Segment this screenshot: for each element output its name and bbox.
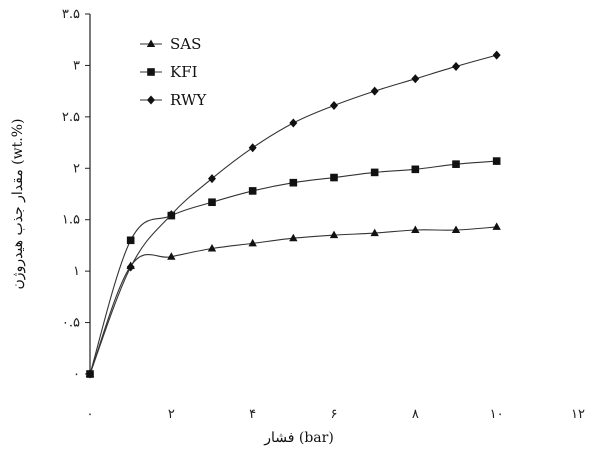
legend-label: KFI bbox=[170, 63, 198, 81]
data-point-triangle bbox=[289, 233, 298, 242]
data-point-diamond bbox=[411, 74, 420, 84]
x-axis-title: فشار (bar) bbox=[263, 430, 334, 446]
data-point-square bbox=[370, 168, 379, 177]
x-tick-label: ۸ bbox=[412, 407, 419, 422]
data-point-diamond bbox=[370, 86, 379, 96]
data-point-triangle bbox=[146, 39, 156, 47]
y-axis-title: مقدار جذب هیدروژن (wt.%) bbox=[10, 119, 26, 290]
y-tick-label: ۲ bbox=[73, 161, 80, 176]
data-point-triangle bbox=[329, 230, 339, 239]
data-point-triangle bbox=[451, 225, 461, 233]
y-axis-ticks: ۰ ۰.۵ ۱ ۱.۵ ۲ ۲.۵ ۳ ۳.۵ bbox=[62, 7, 90, 382]
y-tick-label: ۲.۵ bbox=[62, 110, 80, 125]
data-point-triangle bbox=[167, 252, 176, 260]
data-point-triangle bbox=[207, 244, 217, 252]
series-line bbox=[89, 226, 497, 375]
y-tick-label: ۱ bbox=[73, 264, 80, 279]
data-point-diamond bbox=[208, 174, 216, 184]
data-point-square bbox=[411, 165, 420, 174]
x-tick-label: ۲ bbox=[168, 407, 175, 422]
x-tick-label: ۴ bbox=[249, 407, 256, 422]
x-tick-label: ۰ bbox=[87, 407, 94, 422]
y-tick-label: ۳.۵ bbox=[62, 7, 80, 22]
data-point-diamond bbox=[330, 101, 338, 111]
data-point-diamond bbox=[289, 118, 298, 128]
data-point-diamond bbox=[126, 262, 135, 272]
data-point-triangle bbox=[492, 222, 501, 230]
data-point-triangle bbox=[411, 225, 420, 233]
x-tick-label: ۱۰ bbox=[490, 407, 504, 422]
data-point-square bbox=[452, 160, 460, 168]
legend-item-rwy: RWY bbox=[140, 91, 207, 109]
series-line bbox=[89, 160, 497, 375]
legend-label: SAS bbox=[170, 35, 201, 53]
data-point-square bbox=[289, 178, 298, 187]
series-line bbox=[89, 54, 497, 375]
data-point-diamond bbox=[147, 95, 155, 105]
data-point-diamond bbox=[167, 210, 176, 220]
legend-item-kfi: KFI bbox=[140, 63, 198, 81]
y-tick-label: ۳ bbox=[73, 58, 80, 73]
series-rwy bbox=[86, 50, 501, 379]
data-point-triangle bbox=[370, 228, 379, 237]
data-point-diamond bbox=[248, 143, 257, 153]
data-point-square bbox=[248, 187, 257, 195]
data-point-triangle bbox=[248, 238, 257, 247]
data-point-square bbox=[208, 198, 216, 207]
data-point-square bbox=[126, 236, 135, 245]
y-tick-label: ۰.۵ bbox=[62, 316, 80, 331]
data-point-diamond bbox=[492, 50, 501, 60]
data-point-square bbox=[330, 173, 338, 182]
data-point-diamond bbox=[86, 369, 94, 379]
series-layer bbox=[85, 50, 501, 379]
series-kfi bbox=[86, 157, 501, 378]
x-tick-label: ۱۲ bbox=[571, 407, 585, 422]
y-tick-label: ۱.۵ bbox=[62, 213, 80, 228]
legend-item-sas: SAS bbox=[140, 35, 201, 53]
x-tick-label: ۶ bbox=[331, 407, 338, 422]
data-point-diamond bbox=[452, 61, 460, 71]
data-point-square bbox=[492, 157, 501, 165]
legend-label: RWY bbox=[170, 91, 207, 109]
data-point-square bbox=[147, 68, 155, 76]
y-tick-label: ۰ bbox=[73, 367, 80, 382]
series-sas bbox=[85, 222, 501, 377]
legend: SAS KFI RWY bbox=[140, 35, 207, 109]
x-axis-ticks: ۰ ۲ ۴ ۶ ۸ ۱۰ ۱۲ bbox=[87, 407, 585, 422]
